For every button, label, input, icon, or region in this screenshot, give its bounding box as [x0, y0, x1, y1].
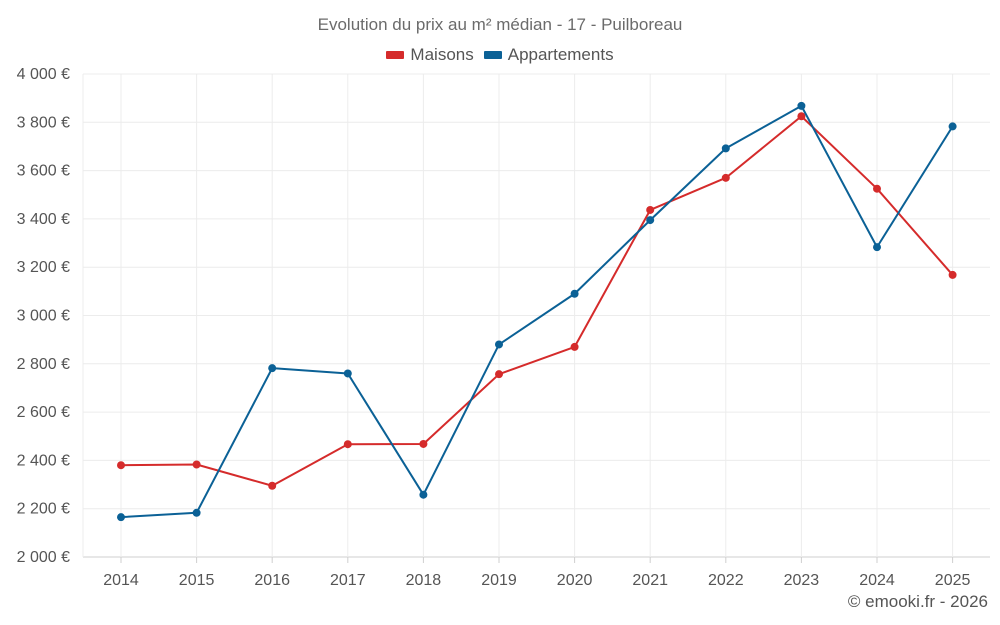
data-point-appartements-2022: [721, 144, 730, 153]
data-point-appartements-2014: [117, 513, 125, 522]
x-tick-label: 2022: [708, 572, 744, 589]
x-tick-label: 2025: [935, 572, 971, 589]
x-tick-label: 2020: [557, 572, 593, 589]
data-point-appartements-2023: [797, 101, 806, 110]
x-tick-label: 2014: [103, 572, 139, 589]
data-point-maisons-2018: [419, 439, 428, 448]
y-tick-label: 3 600 €: [17, 163, 70, 180]
data-point-appartements-2025: [948, 122, 957, 131]
data-point-maisons-2024: [873, 184, 881, 193]
legend-item-maisons[interactable]: Maisons: [386, 45, 474, 65]
series-line-maisons: [120, 115, 954, 487]
data-point-maisons-2017: [343, 440, 352, 449]
x-tick-label: 2018: [406, 572, 442, 589]
data-point-maisons-2021: [646, 205, 655, 214]
data-point-maisons-2023: [797, 112, 806, 121]
x-tick-label: 2015: [179, 572, 215, 589]
y-tick-label: 4 000 €: [17, 66, 70, 83]
legend-item-appartements[interactable]: Appartements: [483, 45, 614, 65]
data-point-maisons-2022: [721, 173, 730, 182]
x-tick-label: 2019: [481, 572, 517, 589]
y-tick-label: 3 000 €: [17, 308, 70, 325]
y-tick-label: 2 400 €: [17, 452, 70, 469]
y-tick-label: 3 200 €: [17, 259, 70, 276]
y-tick-label: 2 800 €: [17, 356, 70, 373]
copyright-text: © emooki.fr - 2026: [847, 592, 988, 611]
y-tick-label: 2 000 €: [17, 549, 70, 566]
x-tick-label: 2023: [784, 572, 820, 589]
chart-title: Evolution du prix au m² médian - 17 - Pu…: [317, 15, 683, 34]
y-tick-label: 2 200 €: [17, 501, 70, 518]
data-point-appartements-2024: [873, 243, 881, 252]
data-point-appartements-2015: [192, 508, 201, 517]
data-point-appartements-2017: [343, 369, 352, 378]
legend-label-maisons: Maisons: [410, 45, 474, 64]
x-tick-label: 2021: [632, 572, 668, 589]
y-tick-label: 2 600 €: [17, 404, 70, 421]
data-point-appartements-2018: [419, 490, 428, 499]
series-line-appartements: [120, 104, 954, 519]
x-tick-label: 2017: [330, 572, 366, 589]
x-tick-label: 2024: [859, 572, 895, 589]
data-point-maisons-2015: [192, 460, 201, 469]
data-point-appartements-2021: [646, 216, 655, 225]
data-point-maisons-2020: [570, 342, 579, 351]
legend-swatch-maisons: [386, 51, 405, 59]
y-tick-label: 3 800 €: [17, 114, 70, 131]
legend: Maisons Appartements: [0, 45, 1000, 65]
data-point-maisons-2019: [495, 370, 503, 379]
legend-swatch-appartements: [483, 51, 502, 59]
x-tick-label: 2016: [254, 572, 290, 589]
data-point-maisons-2016: [268, 481, 277, 490]
data-point-appartements-2019: [495, 340, 503, 349]
data-point-maisons-2014: [117, 461, 125, 470]
data-point-appartements-2016: [268, 364, 277, 373]
y-tick-label: 3 400 €: [17, 211, 70, 228]
data-point-maisons-2025: [948, 270, 957, 279]
legend-label-appartements: Appartements: [507, 45, 614, 64]
data-point-appartements-2020: [570, 289, 579, 298]
